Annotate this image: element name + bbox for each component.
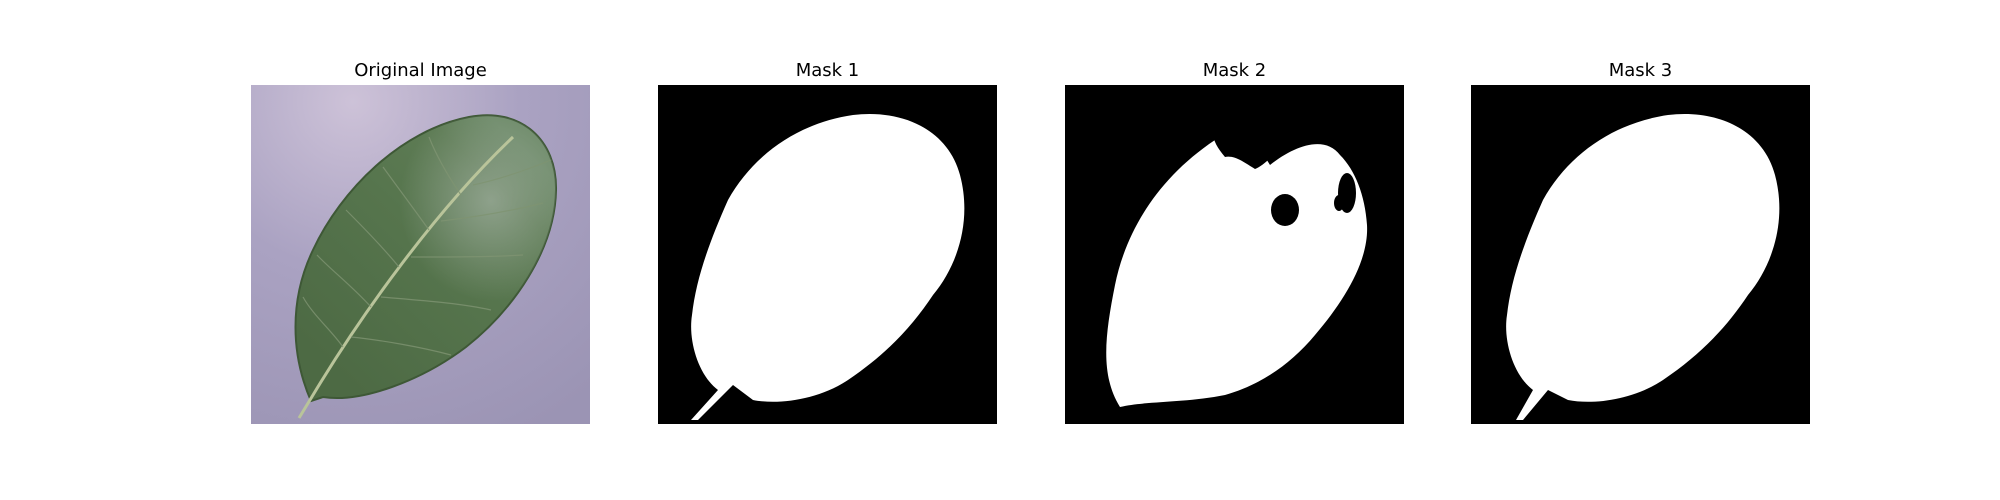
panel-original-image: Original Image [251,57,590,424]
mask-3-image [1471,85,1810,424]
panel-mask-2: Mask 2 [1065,57,1404,424]
mask-1-image [658,85,997,424]
leaf-photo [251,85,590,424]
panel-mask-1: Mask 1 [658,57,997,424]
panel-title: Mask 1 [795,60,860,81]
panel-mask-3: Mask 3 [1471,57,1810,424]
panel-title: Mask 2 [1202,60,1267,81]
panel-title: Mask 3 [1608,60,1673,81]
panel-title: Original Image [354,60,487,81]
mask-2-image [1065,85,1404,424]
